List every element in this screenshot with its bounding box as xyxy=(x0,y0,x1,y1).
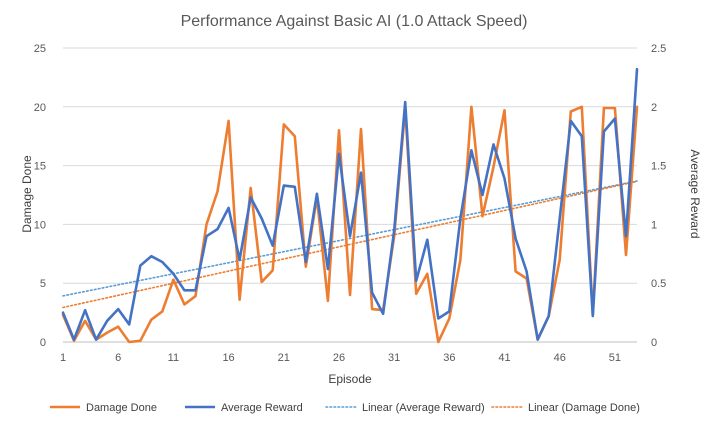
legend-label: Average Reward xyxy=(221,402,303,414)
trendline-damage-done xyxy=(62,180,638,309)
legend-label: Damage Done xyxy=(86,402,157,414)
y-tick-left: 20 xyxy=(34,102,46,114)
x-tick: 31 xyxy=(388,352,400,364)
x-tick: 46 xyxy=(554,352,566,364)
x-tick: 6 xyxy=(115,352,121,364)
x-tick: 51 xyxy=(609,352,621,364)
legend-label: Linear (Average Reward) xyxy=(362,402,485,414)
x-tick: 1 xyxy=(60,352,66,364)
legend-label: Linear (Damage Done) xyxy=(528,402,640,414)
y-tick-left: 15 xyxy=(34,161,46,173)
left-axis-ticks: 0 5 10 15 20 25 xyxy=(34,43,46,349)
series-lines xyxy=(61,67,639,344)
chart-title: Performance Against Basic AI (1.0 Attack… xyxy=(181,13,528,30)
x-tick: 21 xyxy=(278,352,290,364)
right-axis-ticks: 0 0.5 1 1.5 2 2.5 xyxy=(651,43,666,349)
y-tick-right: 0.5 xyxy=(651,278,666,290)
x-tick: 26 xyxy=(333,352,345,364)
x-axis-ticks: 1 6 11 16 21 26 31 36 41 46 51 xyxy=(60,352,621,364)
y-tick-right: 1.5 xyxy=(651,161,666,173)
y-tick-left: 0 xyxy=(40,337,46,349)
y-tick-right: 2.5 xyxy=(651,43,666,55)
y-axis-left-label: Damage Done xyxy=(20,155,34,233)
y-tick-left: 5 xyxy=(40,278,46,290)
x-axis-label: Episode xyxy=(328,372,372,386)
trendline-average-reward xyxy=(62,180,638,297)
y-tick-left: 25 xyxy=(34,43,46,55)
series-line-average-reward xyxy=(61,67,639,341)
legend: Damage Done Average Reward Linear (Average… xyxy=(50,402,640,414)
x-tick: 11 xyxy=(168,352,179,364)
trendlines xyxy=(62,180,638,309)
x-tick: 41 xyxy=(498,352,510,364)
y-tick-left: 10 xyxy=(34,219,46,231)
y-axis-right-label: Average Reward xyxy=(688,149,702,238)
x-tick: 36 xyxy=(443,352,455,364)
y-tick-right: 0 xyxy=(651,337,657,349)
gridlines xyxy=(63,47,637,343)
x-tick: 16 xyxy=(222,352,234,364)
y-tick-right: 1 xyxy=(651,219,657,231)
y-tick-right: 2 xyxy=(651,102,657,114)
